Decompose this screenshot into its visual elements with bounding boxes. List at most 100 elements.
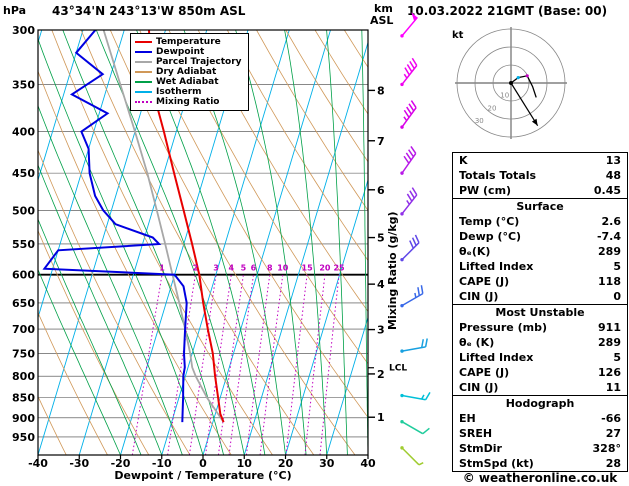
- temp-tick-label: -10: [152, 457, 172, 470]
- temperature-curve: [148, 30, 225, 423]
- km-tick-label: 3: [377, 324, 385, 337]
- table-row: Lifted Index 5: [453, 259, 627, 274]
- temp-tick-label: 20: [278, 457, 294, 470]
- table-row: PW (cm) 0.45: [453, 183, 627, 198]
- table-row: StmDir 328°: [453, 441, 627, 456]
- pressure-tick-label: 750: [12, 347, 35, 360]
- table-row: SREH 27: [453, 426, 627, 441]
- mixing-ratio-value-label: 25: [333, 264, 345, 273]
- pressure-tick-labels: 300 350 400 450 500 550 600 650 700 750 800 850 900 9…: [12, 24, 35, 444]
- pressure-tick-label: 700: [12, 323, 35, 336]
- lcl-label: LCL: [389, 364, 407, 374]
- hodograph-ring: [474, 46, 548, 120]
- table-row: StmSpd (kt) 28: [453, 456, 627, 471]
- mixing-ratio-value-labels: 1 2 3 4 5 6 8 10 15 20 25: [159, 264, 345, 273]
- index-label: K: [459, 154, 468, 167]
- wind-barbs: [400, 12, 431, 466]
- km-axis-label: km: [374, 2, 393, 15]
- index-value: 126: [598, 366, 621, 379]
- table-row: Dewp (°C) -7.4: [453, 229, 627, 244]
- temp-tick-label: 10: [237, 457, 253, 470]
- mixing-ratio-value-label: 2: [193, 264, 199, 273]
- table-row: CIN (J) 0: [453, 289, 627, 304]
- hodograph-trace: [510, 75, 537, 98]
- table-row: CAPE (J) 118: [453, 274, 627, 289]
- x-axis-title: Dewpoint / Temperature (°C): [114, 469, 292, 482]
- index-label: CIN (J): [459, 381, 499, 394]
- hodograph-unit-label: kt: [452, 30, 464, 41]
- table-row: Lifted Index 5: [453, 350, 627, 365]
- legend-swatch-temperature: [135, 41, 152, 43]
- wind-barb: [400, 338, 428, 353]
- index-value: 28: [605, 457, 621, 470]
- index-label: CAPE (J): [459, 275, 510, 288]
- hodograph-ring-label: 20: [488, 104, 497, 112]
- km-asl-ticks: 1 2 3 4 5 6 7 8: [368, 84, 385, 424]
- index-label: Temp (°C): [459, 215, 520, 228]
- index-label: CIN (J): [459, 290, 499, 303]
- km-tick-label: 5: [377, 232, 385, 245]
- temp-tick-label: 0: [199, 457, 207, 470]
- legend-label: Parcel Trajectory: [156, 57, 242, 67]
- pressure-tick-label: 900: [12, 412, 35, 425]
- chart-legend: Temperature Dewpoint Parcel Trajectory Dry …: [130, 33, 249, 111]
- table-row: θₑ (K) 289: [453, 335, 627, 350]
- pressure-tick-label: 800: [12, 370, 35, 383]
- index-label: Dewp (°C): [459, 230, 522, 243]
- km-tick-label: 4: [377, 278, 385, 291]
- legend-item: Mixing Ratio: [135, 97, 242, 107]
- index-label: CAPE (J): [459, 366, 510, 379]
- hodograph-ring-label: 10: [500, 92, 509, 100]
- index-value: 0.45: [593, 184, 621, 197]
- index-value: 11: [605, 381, 621, 394]
- wind-barb: [400, 100, 417, 129]
- legend-swatch-isotherm: [135, 91, 152, 93]
- table-section-header: Surface: [453, 198, 627, 214]
- mixing-ratio-value-label: 3: [213, 264, 219, 273]
- legend-label: Wet Adiabat: [156, 77, 219, 87]
- wind-barb: [400, 12, 419, 38]
- copyright-footer: © weatheronline.co.uk: [462, 471, 618, 485]
- index-value: -66: [601, 412, 621, 425]
- table-row: Totals Totals 48: [453, 168, 627, 183]
- km-tick-label: 7: [377, 135, 385, 148]
- lcl-marker: LCL: [368, 364, 407, 374]
- mixing-ratio-value-label: 15: [302, 264, 314, 273]
- legend-label: Dry Adiabat: [156, 67, 217, 77]
- pressure-tick-label: 300: [12, 24, 35, 37]
- table-row: CIN (J) 11: [453, 380, 627, 395]
- index-label: θₑ (K): [459, 336, 495, 349]
- dry-adiabats: [38, 30, 368, 455]
- index-value: 289: [598, 245, 621, 258]
- index-value: 118: [598, 275, 621, 288]
- mixing-ratio-value-label: 8: [267, 264, 273, 273]
- legend-label: Isotherm: [156, 87, 202, 97]
- index-value: 27: [605, 427, 621, 440]
- km-tick-label: 2: [377, 368, 385, 381]
- index-label: Totals Totals: [459, 169, 537, 182]
- wind-barb: [400, 285, 424, 308]
- legend-item: Dewpoint: [135, 47, 242, 57]
- pressure-tick-label: 650: [12, 297, 35, 310]
- wind-barb: [400, 145, 417, 175]
- index-label: SREH: [459, 427, 493, 440]
- wind-barb: [400, 57, 418, 87]
- table-row: θₑ(K) 289: [453, 244, 627, 259]
- index-label: StmSpd (kt): [459, 457, 534, 470]
- wind-barb: [400, 391, 431, 401]
- pressure-tick-label: 850: [12, 392, 35, 405]
- pressure-tick-label: 350: [12, 78, 35, 91]
- indices-table: K 13 Totals Totals 48 PW (cm) 0.45 Surface Temp…: [452, 152, 628, 472]
- table-row: EH -66: [453, 411, 627, 426]
- mixing-ratio-value-label: 20: [319, 264, 331, 273]
- legend-item: Wet Adiabat: [135, 77, 242, 87]
- km-tick-label: 1: [377, 411, 385, 424]
- index-value: 0: [613, 290, 621, 303]
- legend-swatch-dewpoint: [135, 51, 152, 53]
- legend-item: Isotherm: [135, 87, 242, 97]
- index-value: 48: [605, 169, 621, 182]
- index-label: EH: [459, 412, 476, 425]
- table-row: Temp (°C) 2.6: [453, 214, 627, 229]
